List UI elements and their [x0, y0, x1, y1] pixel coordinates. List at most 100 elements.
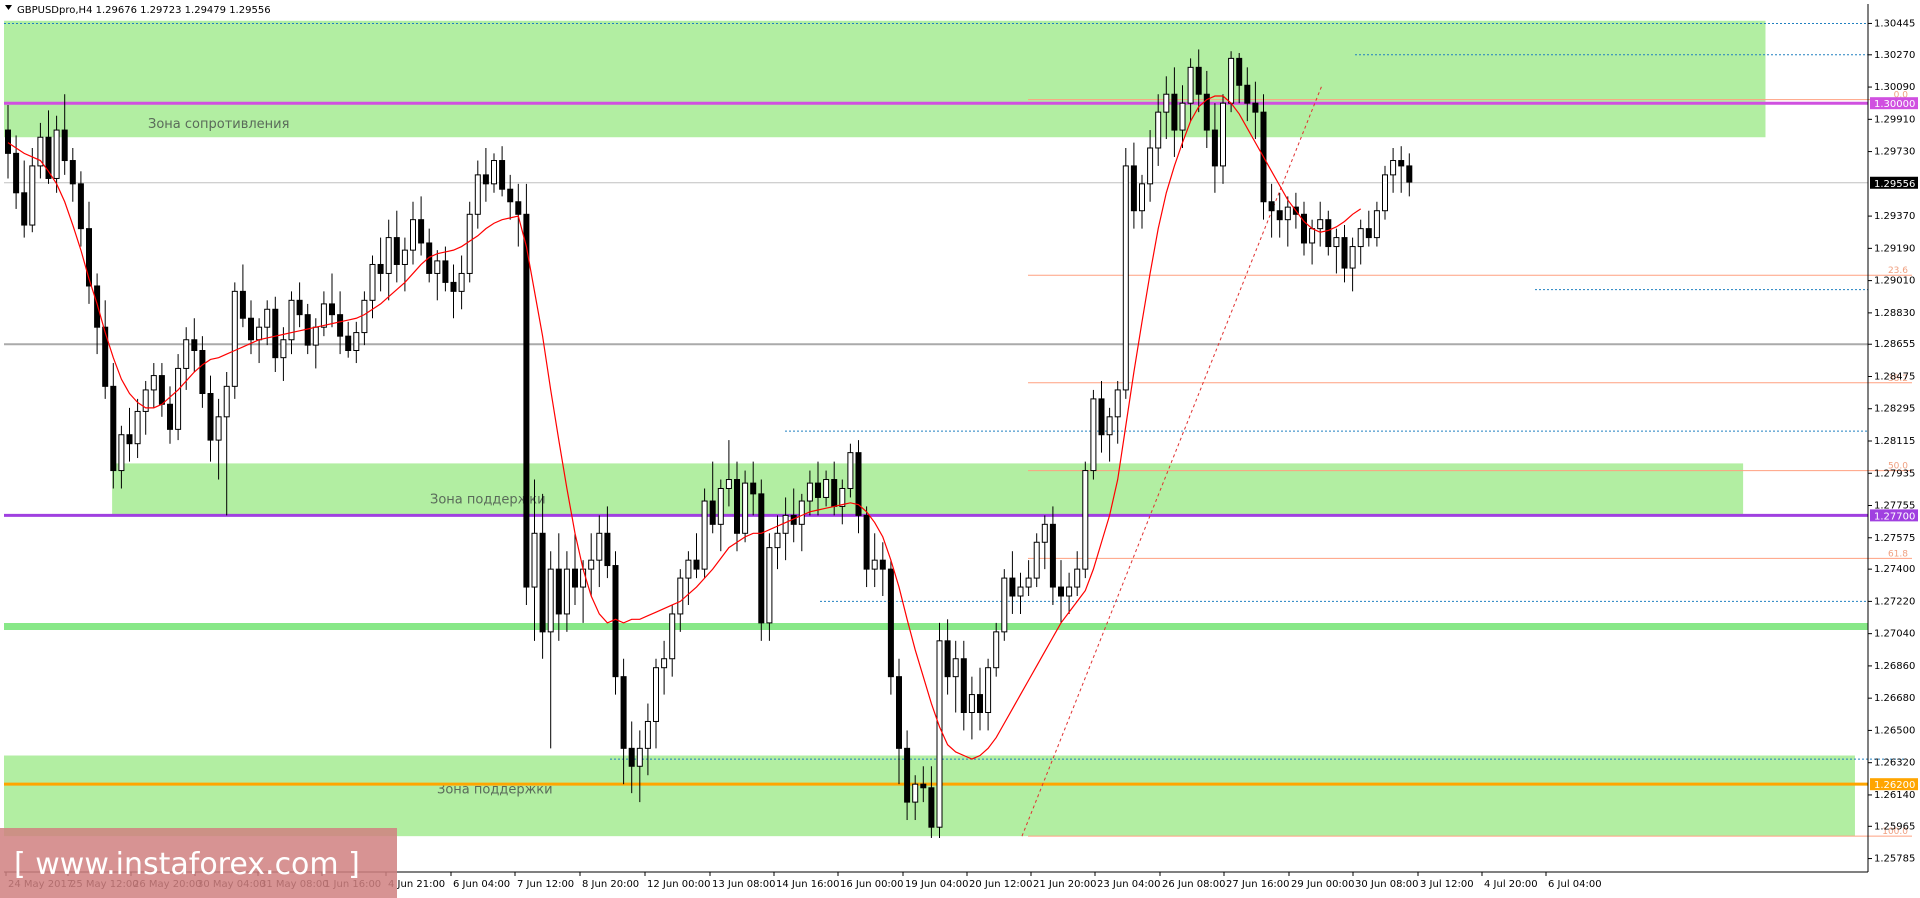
- candle-bull: [215, 416, 222, 441]
- lines-layer: [4, 22, 1905, 786]
- menu-triangle-icon[interactable]: [5, 5, 12, 10]
- candle-bear: [1365, 228, 1372, 239]
- candle-bull: [985, 667, 992, 714]
- candle-bear: [1341, 237, 1348, 269]
- x-tick-label: 6 Jul 04:00: [1548, 879, 1602, 890]
- candle-bear: [329, 303, 335, 316]
- candle-bull: [531, 532, 538, 588]
- candle-bull: [280, 339, 287, 359]
- candle-bull: [1001, 577, 1008, 633]
- y-tick-label: 1.29910: [1874, 114, 1915, 125]
- candle-bear: [831, 479, 838, 507]
- x-tick-label: 19 Jun 04:00: [905, 879, 969, 890]
- candle-bull: [1309, 228, 1316, 244]
- candle-bull: [596, 532, 603, 561]
- candle-bull: [466, 213, 473, 274]
- candle-bear: [928, 787, 935, 828]
- candle-bull: [1041, 523, 1048, 543]
- candle-bull: [742, 482, 749, 534]
- candle-bull: [661, 658, 668, 669]
- candle-bull: [1147, 147, 1154, 185]
- candle-bull: [1017, 586, 1024, 597]
- candle-bull: [361, 299, 368, 334]
- y-tick-label: 1.28475: [1874, 371, 1915, 382]
- x-tick-label: 6 Jun 04:00: [453, 879, 510, 890]
- y-tick-label: 1.26140: [1874, 790, 1915, 801]
- candle-bull: [912, 783, 919, 803]
- watermark-text: [ www.instaforex.com ]: [14, 847, 360, 882]
- candle-bull: [806, 482, 813, 502]
- candle-bear: [612, 565, 619, 678]
- fibo-level-label: 50.0: [1888, 462, 1908, 472]
- price-label-box: [1870, 778, 1918, 791]
- candle-bear: [482, 174, 489, 185]
- candle-bull: [320, 303, 327, 328]
- candle-bear: [1195, 66, 1202, 95]
- candle-bear: [377, 263, 384, 274]
- candle-bull: [1317, 219, 1324, 230]
- y-tick-label: 1.30270: [1874, 50, 1915, 61]
- y-tick-label: 1.26680: [1874, 693, 1915, 704]
- y-tick-label: 1.29370: [1874, 211, 1915, 222]
- y-tick-label: 1.26320: [1874, 758, 1915, 769]
- fibo-level-label: 23.6: [1888, 266, 1908, 276]
- candle-bear: [896, 676, 902, 749]
- candle-bull: [434, 260, 441, 274]
- candle-bull: [685, 559, 692, 579]
- y-tick-label: 1.28655: [1874, 339, 1915, 350]
- price-label-box: [1870, 176, 1918, 189]
- candle-bull: [264, 308, 271, 328]
- candle-bear: [199, 349, 206, 395]
- candle-bull: [53, 129, 60, 179]
- moving-average-layer: [7, 95, 1362, 760]
- x-tick-label: 7 Jun 12:00: [517, 879, 574, 890]
- candle-bull: [1025, 577, 1032, 588]
- candle-bull: [588, 559, 595, 570]
- candle-bull: [1187, 66, 1194, 104]
- fibo-level-label: 38.2: [1888, 374, 1908, 384]
- price-label-box: [1870, 97, 1918, 110]
- fibo-level-label: 0.0: [1894, 91, 1909, 101]
- x-tick-label: 12 Jun 00:00: [647, 879, 711, 890]
- candle-bear: [1301, 213, 1307, 244]
- candle-bull: [1066, 586, 1073, 597]
- candle-bull: [1074, 568, 1081, 588]
- candle-bear: [960, 658, 967, 714]
- candle-bear: [86, 228, 92, 287]
- candle-bear: [863, 514, 870, 570]
- candle-bull: [231, 290, 238, 387]
- candle-bull: [1373, 210, 1380, 239]
- x-tick-label: 4 Jul 20:00: [1484, 879, 1538, 890]
- candle-bear: [296, 299, 303, 316]
- candle-bear: [1276, 210, 1283, 221]
- candle-bull: [134, 410, 141, 445]
- price-label-text: 1.27700: [1874, 511, 1915, 522]
- candle-bear: [887, 568, 894, 678]
- candle-bull: [288, 299, 295, 341]
- candle-bull: [410, 219, 416, 251]
- candle-bear: [1058, 586, 1064, 597]
- candle-bear: [5, 129, 11, 154]
- candle-bull: [312, 326, 319, 346]
- candle-bear: [21, 192, 28, 226]
- zone-rect: [112, 463, 1744, 516]
- candle-bull: [369, 263, 376, 301]
- candle-bull: [1349, 246, 1356, 269]
- candle-bull: [223, 385, 230, 418]
- candle-bear: [1244, 84, 1251, 104]
- x-tick-label: 13 Jun 08:00: [712, 879, 776, 890]
- candle-bull: [1122, 165, 1129, 391]
- candle-bull: [580, 568, 587, 588]
- x-tick-label: 26 Jun 08:00: [1162, 879, 1226, 890]
- price-label-text: 1.30000: [1874, 99, 1915, 110]
- candle-bear: [158, 375, 165, 405]
- candle-bear: [1049, 523, 1056, 588]
- candle-bear: [1325, 219, 1332, 248]
- candle-bear: [555, 568, 562, 615]
- y-tick-label: 1.27220: [1874, 596, 1915, 607]
- y-tick-label: 1.29730: [1874, 147, 1915, 158]
- candle-bear: [426, 242, 433, 274]
- y-tick-label: 1.28830: [1874, 308, 1915, 319]
- candle-bull: [1139, 183, 1145, 212]
